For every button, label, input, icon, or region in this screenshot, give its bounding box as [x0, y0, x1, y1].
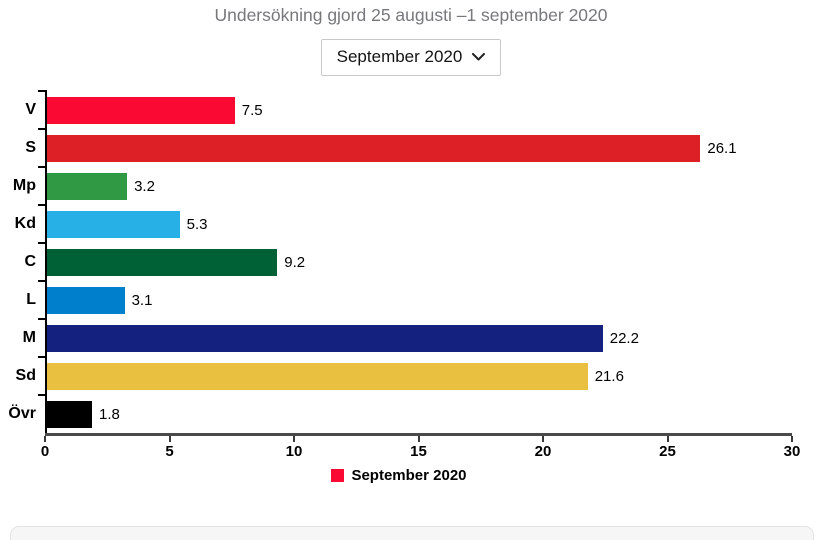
bar-track: 9.2 [38, 242, 798, 281]
bottom-panel-edge [10, 526, 814, 540]
bar-track: 5.3 [38, 204, 798, 243]
x-axis-tick: 5 [165, 436, 174, 460]
category-label: V [25, 101, 36, 118]
value-label: 7.5 [241, 101, 263, 119]
value-label: 5.3 [186, 215, 208, 233]
bar-track: 26.1 [38, 128, 798, 167]
bar [47, 172, 128, 200]
bar-row: Övr 1.8 [0, 394, 798, 433]
x-axis-tick: 10 [286, 436, 302, 460]
bar-track: 21.6 [38, 356, 798, 395]
bar [47, 210, 180, 238]
value-label: 26.1 [707, 139, 737, 157]
x-axis-tick-label: 15 [410, 443, 427, 460]
value-label: 21.6 [594, 367, 624, 385]
month-dropdown-value: September 2020 [336, 47, 463, 66]
bar-row: M 22.2 [0, 318, 798, 357]
chevron-down-icon [472, 53, 486, 61]
category-label: S [25, 139, 36, 156]
bar-rows: V 7.5 S 26.1 Mp 3.2 Kd 5.3 C 9.2 L 3.1 M 22.2 Sd 21.6 Öv… [0, 90, 798, 433]
x-axis-tick: 0 [41, 436, 49, 460]
x-axis-tick-label: 25 [659, 443, 676, 460]
x-axis-tick-label: 20 [534, 443, 552, 460]
category-label: M [22, 329, 36, 346]
bar-track: 1.8 [38, 394, 798, 433]
value-label: 3.1 [131, 291, 153, 309]
value-label: 1.8 [99, 405, 120, 423]
bar-row: Mp 3.2 [0, 166, 798, 205]
bar [47, 134, 701, 162]
x-axis-tick: 30 [784, 436, 800, 460]
month-dropdown[interactable]: September 2020 [320, 39, 502, 76]
bar-row: C 9.2 [0, 242, 798, 281]
x-axis-tick-label: 10 [285, 443, 303, 460]
x-axis-tick: 25 [659, 436, 676, 460]
chart-subtitle: Undersökning gjord 25 augusti –1 septemb… [214, 5, 608, 25]
legend: September 2020 [0, 467, 798, 484]
value-label: 3.2 [134, 177, 155, 195]
x-axis-tick-label: 30 [783, 443, 801, 460]
bar-track: 22.2 [38, 318, 798, 357]
bar [47, 96, 235, 124]
bar-track: 7.5 [38, 90, 798, 129]
category-label: L [26, 291, 36, 308]
bar [47, 248, 278, 276]
x-axis: 0 5 10 15 20 25 30 [41, 433, 800, 460]
x-axis-tick-label: 0 [40, 443, 50, 460]
legend-swatch [331, 469, 345, 482]
x-axis-tick-label: 5 [165, 443, 174, 460]
value-label: 22.2 [609, 329, 639, 347]
bar-row: V 7.5 [0, 90, 798, 129]
category-label: Sd [15, 367, 36, 384]
category-label: C [24, 253, 36, 270]
category-label: Övr [8, 405, 36, 422]
bar [47, 286, 125, 314]
bar-row: Sd 21.6 [0, 356, 798, 395]
bar-track: 3.2 [38, 166, 798, 205]
poll-bar-chart: V 7.5 S 26.1 Mp 3.2 Kd 5.3 C 9.2 L 3.1 M 22.2 Sd 21.6 Öv… [0, 90, 800, 484]
bar-track: 3.1 [38, 280, 798, 319]
category-label: Kd [14, 215, 36, 232]
bar [47, 400, 93, 428]
category-label: Mp [12, 177, 36, 194]
bar-row: S 26.1 [0, 128, 798, 167]
bar-row: Kd 5.3 [0, 204, 798, 243]
bar [47, 324, 603, 352]
value-label: 9.2 [284, 253, 306, 271]
bar-row: L 3.1 [0, 280, 798, 319]
x-axis-tick: 20 [535, 436, 551, 460]
bar [47, 362, 588, 390]
legend-label: September 2020 [351, 467, 467, 484]
x-axis-tick: 15 [410, 436, 427, 460]
dropdown-container: September 2020 [0, 39, 822, 76]
